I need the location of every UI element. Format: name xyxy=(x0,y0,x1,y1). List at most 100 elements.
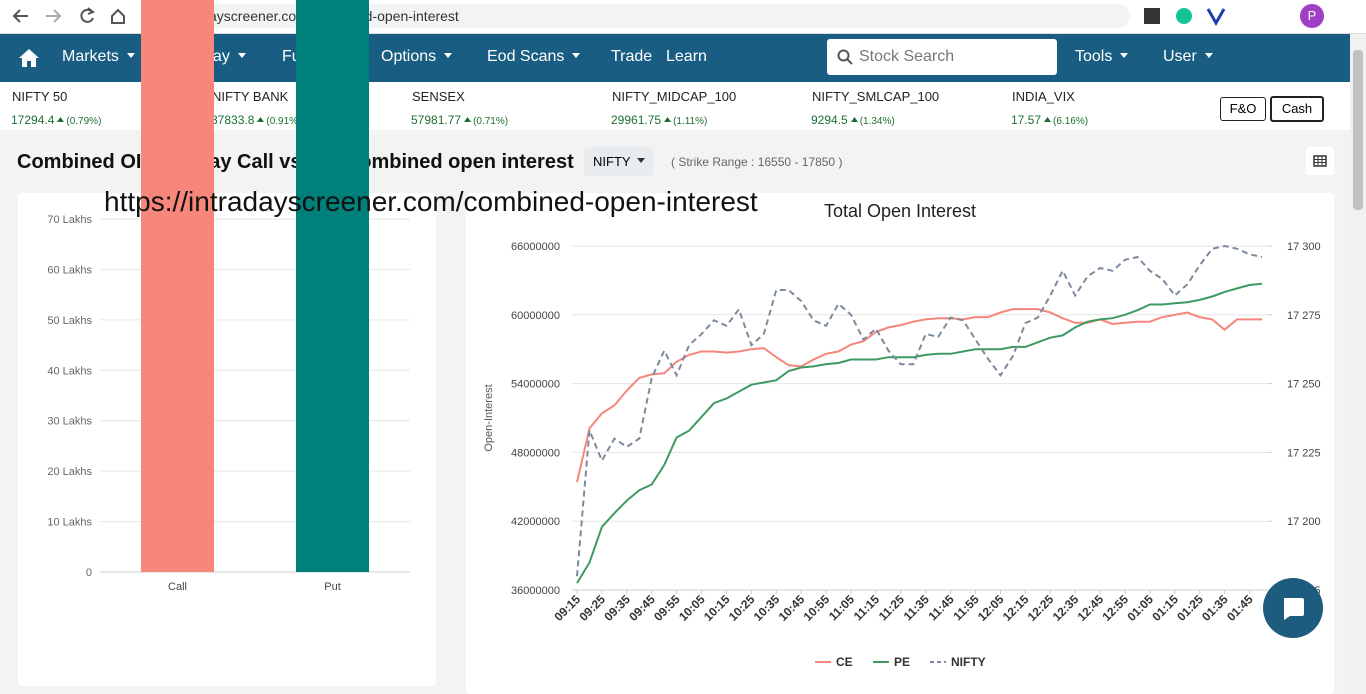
y-tick-label: 42000000 xyxy=(511,516,560,528)
segment-button[interactable]: F&O xyxy=(1220,97,1266,121)
x-tick-label: 11:15 xyxy=(851,592,882,623)
up-arrow xyxy=(464,117,472,122)
ticker-price: 29961.75 xyxy=(611,113,662,127)
home-icon[interactable] xyxy=(18,48,40,68)
x-tick-label: 09:25 xyxy=(576,592,608,624)
ticker-change: (1.11%) xyxy=(673,116,708,127)
stock-search[interactable]: Stock Search xyxy=(827,39,1057,75)
ticker-change: (0.91%) xyxy=(266,116,302,127)
nav-label: Eod Scans xyxy=(487,48,565,65)
line-card xyxy=(466,193,1334,694)
y-tick-label: 0 xyxy=(86,567,92,579)
x-tick-label: 10:25 xyxy=(726,592,758,624)
ticker-value: 37833.8 (0.91%) xyxy=(211,113,301,127)
x-tick-label: 12:45 xyxy=(1075,592,1107,624)
ticker-bar: F&O Cash NIFTY 50 17294.4 (0.79%) NIFTY BAN… xyxy=(0,82,1350,130)
nav-item[interactable]: Eod Scans xyxy=(487,48,581,66)
nav-item[interactable]: Tools xyxy=(1075,48,1129,66)
segment-button[interactable]: Cash xyxy=(1270,96,1324,122)
search-placeholder: Stock Search xyxy=(859,48,955,65)
ticker-change: (0.71%) xyxy=(473,116,509,127)
y2-tick-label: 17 200 xyxy=(1287,516,1321,528)
up-arrow xyxy=(664,117,672,122)
x-tick-label: 10:35 xyxy=(751,592,783,624)
y-tick-label: 36000000 xyxy=(511,585,560,597)
table-toggle[interactable] xyxy=(1306,147,1334,175)
nav-label: User xyxy=(1163,48,1197,65)
ticker-name: SENSEX xyxy=(412,89,465,104)
browser-nav-buttons[interactable] xyxy=(0,0,140,33)
y2-tick-label: 17 225 xyxy=(1287,447,1321,459)
x-tick-label: 11:35 xyxy=(901,592,932,623)
nav-label: Options xyxy=(381,48,437,65)
x-tick-label: 12:15 xyxy=(1000,592,1032,624)
x-tick-label: 11:55 xyxy=(951,592,982,623)
x-tick-label: 10:05 xyxy=(676,592,708,624)
dropdown-label: NIFTY xyxy=(593,154,631,169)
y-tick-label: 30 Lakhs xyxy=(47,416,92,428)
x-tick-label: 10:45 xyxy=(776,592,808,624)
ticker-name: NIFTY_MIDCAP_100 xyxy=(612,89,737,104)
profile-avatar[interactable]: P xyxy=(1300,4,1324,28)
nav-label: Markets xyxy=(62,48,119,65)
y-tick-label: 54000000 xyxy=(511,379,560,391)
scroll-thumb[interactable] xyxy=(1353,50,1363,210)
x-tick-label: 10:15 xyxy=(701,592,733,624)
search-icon xyxy=(837,49,853,65)
y-tick-label: 20 Lakhs xyxy=(47,466,92,478)
chart-title: Total Open Interest xyxy=(824,201,976,221)
up-arrow xyxy=(1044,117,1052,122)
y-tick-label: 66000000 xyxy=(511,241,560,253)
nav-label: Trade xyxy=(611,48,653,65)
y-tick-label: 50 Lakhs xyxy=(47,315,92,327)
y-tick-label: 10 Lakhs xyxy=(47,517,92,529)
y-tick-label: 60 Lakhs xyxy=(47,264,92,276)
nav-label: Tools xyxy=(1075,48,1113,65)
bar xyxy=(296,0,369,572)
x-tick-label: 10:55 xyxy=(801,592,833,624)
x-tick-label: 01:45 xyxy=(1224,592,1256,624)
ticker-name: NIFTY_SMLCAP_100 xyxy=(812,89,940,104)
x-tick-label: 01:15 xyxy=(1149,592,1181,624)
legend-label: CE xyxy=(836,655,853,669)
y-axis-label: Open-Interest xyxy=(483,384,495,451)
nav-item[interactable]: Learn xyxy=(666,48,707,66)
caret xyxy=(237,53,246,58)
caret xyxy=(444,53,453,58)
x-tick-label: 12:55 xyxy=(1100,592,1132,624)
ticker-price: 9294.5 xyxy=(811,113,848,127)
symbol-dropdown[interactable]: NIFTY xyxy=(584,147,653,176)
x-tick-label: 01:25 xyxy=(1174,592,1206,624)
ticker-price: 17294.4 xyxy=(11,113,55,127)
series-line xyxy=(576,308,1262,483)
series-line xyxy=(576,282,1263,584)
x-tick-label: 09:35 xyxy=(601,592,633,624)
nav-item[interactable]: Trade xyxy=(611,48,652,66)
ticker-value: 57981.77 (0.71%) xyxy=(411,113,508,127)
x-tick-label: 01:05 xyxy=(1124,592,1156,624)
scrollbar[interactable] xyxy=(1350,34,1366,694)
up-arrow xyxy=(850,117,858,122)
nav-item[interactable]: Options xyxy=(381,48,453,66)
nav-item[interactable]: User xyxy=(1163,48,1213,66)
y-tick-label: 60000000 xyxy=(511,310,560,322)
ticker-value: 17.57 (6.16%) xyxy=(1011,113,1088,127)
x-tick-label: 01:35 xyxy=(1199,592,1231,624)
navbar: Stock Search Tools User MarketsIntradayF… xyxy=(0,34,1350,82)
legend-label: PE xyxy=(894,655,910,669)
up-arrow xyxy=(57,117,65,122)
y2-tick-label: 17 275 xyxy=(1287,310,1321,322)
x-tick-label: 12:25 xyxy=(1025,592,1057,624)
x-tick-label: 11:05 xyxy=(826,592,857,623)
chat-button[interactable] xyxy=(1263,578,1323,638)
legend-label: NIFTY xyxy=(951,655,986,669)
nav-item[interactable]: Markets xyxy=(62,48,135,66)
ticker-price: 17.57 xyxy=(1011,113,1042,127)
ticker-name: NIFTY 50 xyxy=(12,89,68,104)
y2-tick-label: 17 250 xyxy=(1287,379,1321,391)
nav-label: Learn xyxy=(666,48,707,65)
x-tick-label: 09:55 xyxy=(651,592,683,624)
bar xyxy=(141,0,214,572)
